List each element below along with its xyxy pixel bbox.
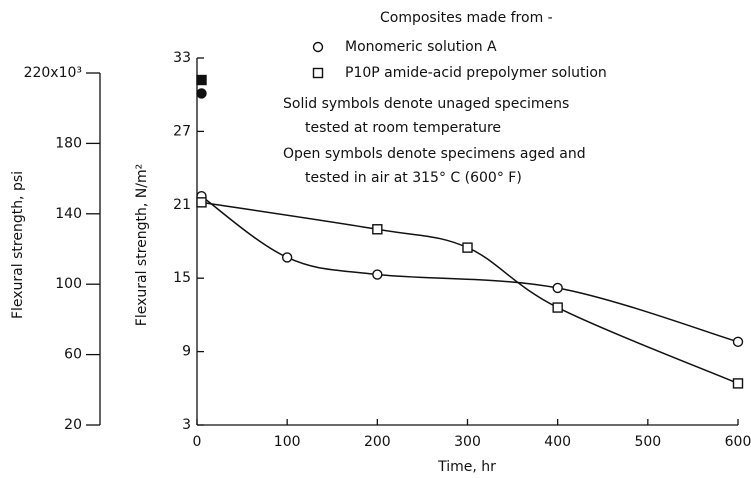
annotation: Solid symbols denote unaged specimens	[283, 96, 569, 112]
y2-tick-label: 180	[55, 135, 82, 151]
data-point	[462, 242, 473, 253]
x-tick-label: 100	[274, 434, 301, 450]
legend-label: Monomeric solution A	[345, 39, 497, 55]
fit-curve	[201, 195, 739, 343]
data-point	[552, 302, 563, 313]
x-tick-label: 0	[193, 434, 202, 450]
y-tick-label: 33	[173, 50, 191, 66]
y2-tick-label: 60	[64, 347, 82, 363]
y-tick-label: 27	[173, 123, 191, 139]
unaged-point	[196, 88, 207, 99]
y-tick-label: 21	[173, 197, 191, 213]
x-tick-label: 200	[364, 434, 391, 450]
annotation: Open symbols denote specimens aged and	[283, 146, 586, 162]
annotation: tested in air at 315° C (600° F)	[305, 170, 522, 186]
y2-tick-label: 100	[55, 276, 82, 292]
x-tick-label: 400	[544, 434, 571, 450]
data-point	[281, 252, 293, 263]
legend-label: P10P amide-acid prepolymer solution	[345, 65, 607, 81]
y-tick-label: 9	[182, 344, 191, 360]
x-tick-label: 500	[634, 434, 661, 450]
legend-marker	[312, 67, 324, 79]
data-point	[732, 378, 744, 389]
x-tick-label: 600	[725, 434, 751, 450]
y2-tick-label: 20	[64, 417, 82, 433]
y-axis-label: Flexural strength, N/m²	[134, 164, 150, 326]
fit-curve	[201, 201, 739, 385]
unaged-point	[196, 74, 207, 86]
legend-title: Composites made from -	[380, 10, 553, 26]
y-tick-label: 3	[182, 417, 191, 433]
y2-tick-label: 140	[55, 206, 82, 222]
y2-tick-label: 220x10³	[24, 65, 82, 81]
data-point	[372, 269, 383, 280]
data-point	[196, 197, 207, 208]
data-point	[732, 336, 744, 348]
legend-marker	[312, 41, 324, 53]
x-axis-label: Time, hr	[437, 459, 496, 475]
annotation: tested at room temperature	[305, 120, 501, 136]
x-tick-label: 300	[454, 434, 481, 450]
y2-axis-label: Flexural strength, psi	[10, 171, 26, 319]
data-point	[372, 224, 383, 235]
y-tick-label: 15	[173, 270, 191, 286]
data-point	[552, 282, 563, 294]
